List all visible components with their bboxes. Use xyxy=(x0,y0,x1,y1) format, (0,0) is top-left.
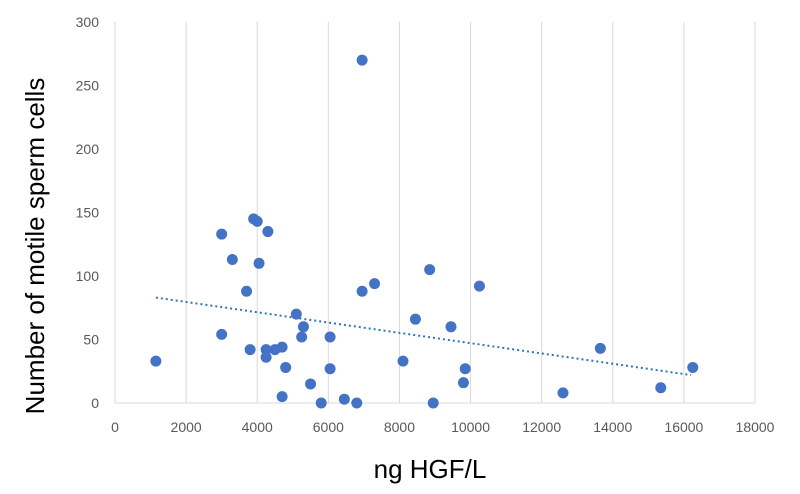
y-tick-label: 100 xyxy=(76,268,100,284)
y-tick-label: 150 xyxy=(76,205,100,221)
data-point xyxy=(216,228,228,240)
data-point xyxy=(409,313,421,325)
x-tick-label: 14000 xyxy=(593,419,632,435)
data-point xyxy=(244,344,256,356)
data-point xyxy=(251,215,263,227)
data-point xyxy=(276,341,288,353)
x-tick-label: 16000 xyxy=(664,419,703,435)
data-point xyxy=(315,397,327,409)
data-point xyxy=(305,378,317,390)
x-axis-title: ng HGF/L xyxy=(374,454,487,484)
y-axis-title: Number of motile sperm cells xyxy=(20,78,50,415)
data-point xyxy=(356,54,368,66)
data-point xyxy=(427,397,439,409)
data-point xyxy=(397,355,409,367)
data-point xyxy=(338,393,350,405)
data-point xyxy=(280,361,292,373)
data-point xyxy=(297,321,309,333)
data-point xyxy=(260,351,272,363)
data-point xyxy=(473,280,485,292)
y-tick-label: 50 xyxy=(83,332,99,348)
data-point xyxy=(253,257,265,269)
y-tick-label: 300 xyxy=(76,14,100,30)
data-point xyxy=(457,377,469,389)
data-point xyxy=(557,387,569,399)
x-tick-labels: 0 2000 4000 6000 8000 10000 12000 14000 16000 180… xyxy=(111,419,775,435)
x-tick-label: 18000 xyxy=(736,419,775,435)
data-point xyxy=(324,331,336,343)
data-point xyxy=(459,363,471,375)
data-point xyxy=(351,397,363,409)
x-tick-label: 4000 xyxy=(242,419,273,435)
trendline xyxy=(155,296,692,377)
x-tick-label: 12000 xyxy=(522,419,561,435)
data-point xyxy=(241,285,253,297)
data-point xyxy=(655,382,667,394)
data-point xyxy=(226,253,238,265)
data-points xyxy=(150,54,699,409)
data-point xyxy=(290,308,302,320)
data-point xyxy=(356,285,368,297)
y-tick-labels: 0 50 100 150 200 250 300 xyxy=(76,14,100,411)
data-point xyxy=(276,391,288,403)
x-tick-label: 10000 xyxy=(451,419,490,435)
data-point xyxy=(262,226,274,238)
data-point xyxy=(369,278,381,290)
y-tick-label: 0 xyxy=(91,395,99,411)
x-tick-label: 8000 xyxy=(384,419,415,435)
data-point xyxy=(260,344,272,356)
gridlines xyxy=(114,22,756,403)
data-point xyxy=(445,321,457,333)
x-tick-label: 0 xyxy=(111,419,119,435)
data-point xyxy=(594,342,606,354)
data-point xyxy=(296,331,308,343)
data-point xyxy=(687,361,699,373)
data-point xyxy=(424,264,436,276)
data-point xyxy=(150,355,162,367)
data-point xyxy=(216,328,228,340)
y-tick-label: 200 xyxy=(76,141,100,157)
data-point xyxy=(324,363,336,375)
x-tick-label: 6000 xyxy=(313,419,344,435)
x-tick-label: 2000 xyxy=(171,419,202,435)
y-tick-label: 250 xyxy=(76,78,100,94)
